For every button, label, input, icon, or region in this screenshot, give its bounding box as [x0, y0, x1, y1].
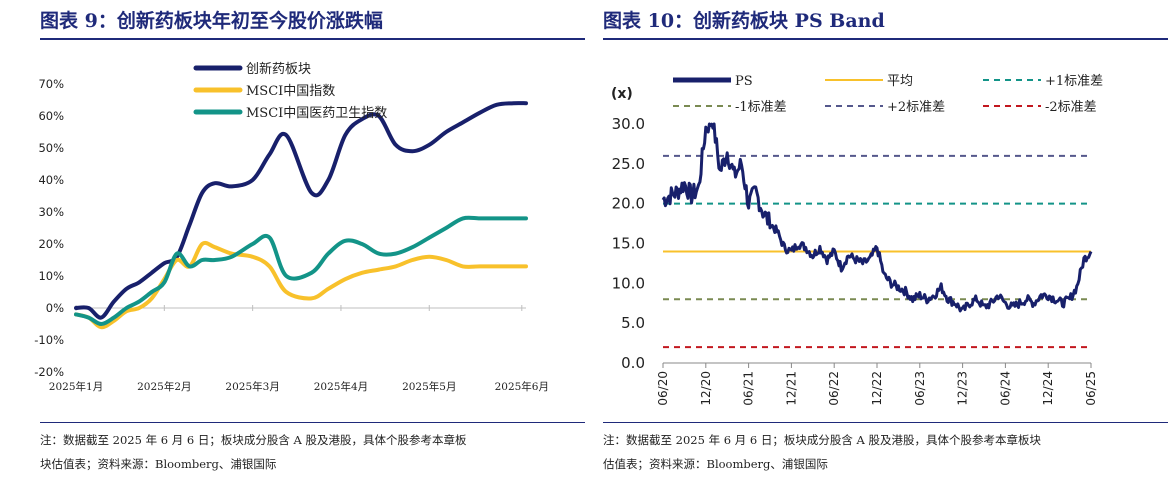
y-tick-label: 50% — [38, 141, 64, 155]
y-tick-label: 30.0 — [612, 115, 645, 133]
legend-label-series-1: 创新药板块 — [246, 61, 311, 77]
right-title-rule — [603, 38, 1168, 40]
left-note-line1: 注：数据截至 2025 年 6 月 6 日；板块成分股含 A 股及港股，具体个股… — [40, 433, 467, 447]
y-tick-label: 60% — [38, 109, 64, 123]
x-tick-label: 06/20 — [656, 371, 670, 406]
x-tick-label: 12/24 — [1041, 371, 1055, 406]
left-note-line2: 块估值表；资料来源：Bloomberg、浦银国际 — [40, 457, 277, 471]
legend-label-series-3: MSCI中国医药卫生指数 — [246, 106, 387, 121]
legend-label-1: PS — [735, 74, 753, 89]
legend-label-series-2: MSCI中国指数 — [246, 84, 335, 99]
y-tick-label: 20.0 — [612, 195, 645, 213]
x-tick-label: 2025年1月 — [49, 380, 103, 393]
x-tick-label: 2025年5月 — [402, 380, 456, 393]
left-figure: 图表 9：创新药板块年初至今股价涨跌幅 70% 60% 50% 40% 30% 20% 10… — [0, 0, 585, 489]
y-unit-label: (x) — [611, 86, 633, 102]
y-tick-label: 10.0 — [612, 274, 645, 292]
y-tick-label: 20% — [38, 237, 64, 251]
legend-label-5: +2标准差 — [887, 100, 945, 115]
y-tick-label: 40% — [38, 173, 64, 187]
x-tick-label: 2025年4月 — [314, 380, 368, 393]
line-series-3 — [74, 215, 528, 326]
line-ps — [661, 122, 1093, 313]
left-figure-title: 图表 9：创新药板块年初至今股价涨跌幅 — [40, 10, 383, 32]
x-tick-label: 2025年3月 — [225, 380, 279, 393]
legend-label-6: -2标准差 — [1045, 100, 1097, 115]
right-figure: 图表 10：创新药板块 PS Band (x) 30.0 25.0 20.0 15.0 1… — [593, 0, 1173, 489]
x-tick-label: 12/22 — [870, 371, 884, 406]
left-title-rule — [40, 38, 585, 40]
y-tick-label: 5.0 — [621, 314, 645, 332]
line-series-2 — [74, 240, 528, 330]
right-note-line2: 估值表；资料来源：Bloomberg、浦银国际 — [603, 457, 828, 471]
y-tick-label: 10% — [38, 269, 64, 283]
y-tick-label: -20% — [34, 365, 64, 379]
x-tick-label: 12/20 — [699, 371, 713, 406]
x-tick-label: 06/22 — [827, 371, 841, 406]
legend-label-3: +1标准差 — [1045, 74, 1103, 89]
legend-label-4: -1标准差 — [735, 100, 787, 115]
y-tick-label: 70% — [38, 77, 64, 91]
right-chart: (x) 30.0 25.0 20.0 15.0 10.0 5.0 0.0 06/20 12/20 0… — [611, 74, 1103, 406]
right-note-rule — [603, 422, 1168, 423]
left-note-rule — [40, 422, 585, 423]
left-note: 注：数据截至 2025 年 6 月 6 日；板块成分股含 A 股及港股，具体个股… — [40, 428, 585, 476]
x-tick-label: 06/25 — [1084, 371, 1098, 406]
right-figure-title: 图表 10：创新药板块 PS Band — [603, 10, 885, 32]
right-note-line1: 注：数据截至 2025 年 6 月 6 日；板块成分股含 A 股及港股，具体个股… — [603, 433, 1041, 447]
y-tick-label: -10% — [34, 333, 64, 347]
x-tick-label: 06/23 — [913, 371, 927, 406]
x-tick-label: 06/21 — [742, 371, 756, 406]
line-series-1 — [74, 101, 528, 320]
y-tick-label: 15.0 — [612, 235, 645, 253]
x-tick-label: 12/23 — [956, 371, 970, 406]
x-tick-label: 2025年2月 — [137, 380, 191, 393]
legend-label-2: 平均 — [887, 74, 913, 89]
y-tick-label: 30% — [38, 205, 64, 219]
y-tick-label: 0% — [46, 301, 64, 315]
y-tick-label: 25.0 — [612, 155, 645, 173]
x-tick-label: 2025年6月 — [495, 380, 549, 393]
right-note: 注：数据截至 2025 年 6 月 6 日；板块成分股含 A 股及港股，具体个股… — [603, 428, 1168, 476]
y-tick-label: 0.0 — [621, 354, 645, 372]
x-tick-label: 12/21 — [784, 371, 798, 406]
left-chart: 70% 60% 50% 40% 30% 20% 10% 0% -10% -20%2025年1月 20… — [34, 61, 549, 393]
x-tick-label: 06/24 — [998, 371, 1012, 406]
